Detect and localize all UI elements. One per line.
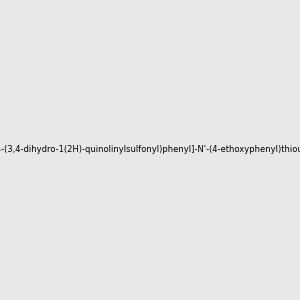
Text: N-[4-(3,4-dihydro-1(2H)-quinolinylsulfonyl)phenyl]-N'-(4-ethoxyphenyl)thiourea: N-[4-(3,4-dihydro-1(2H)-quinolinylsulfon… [0,146,300,154]
